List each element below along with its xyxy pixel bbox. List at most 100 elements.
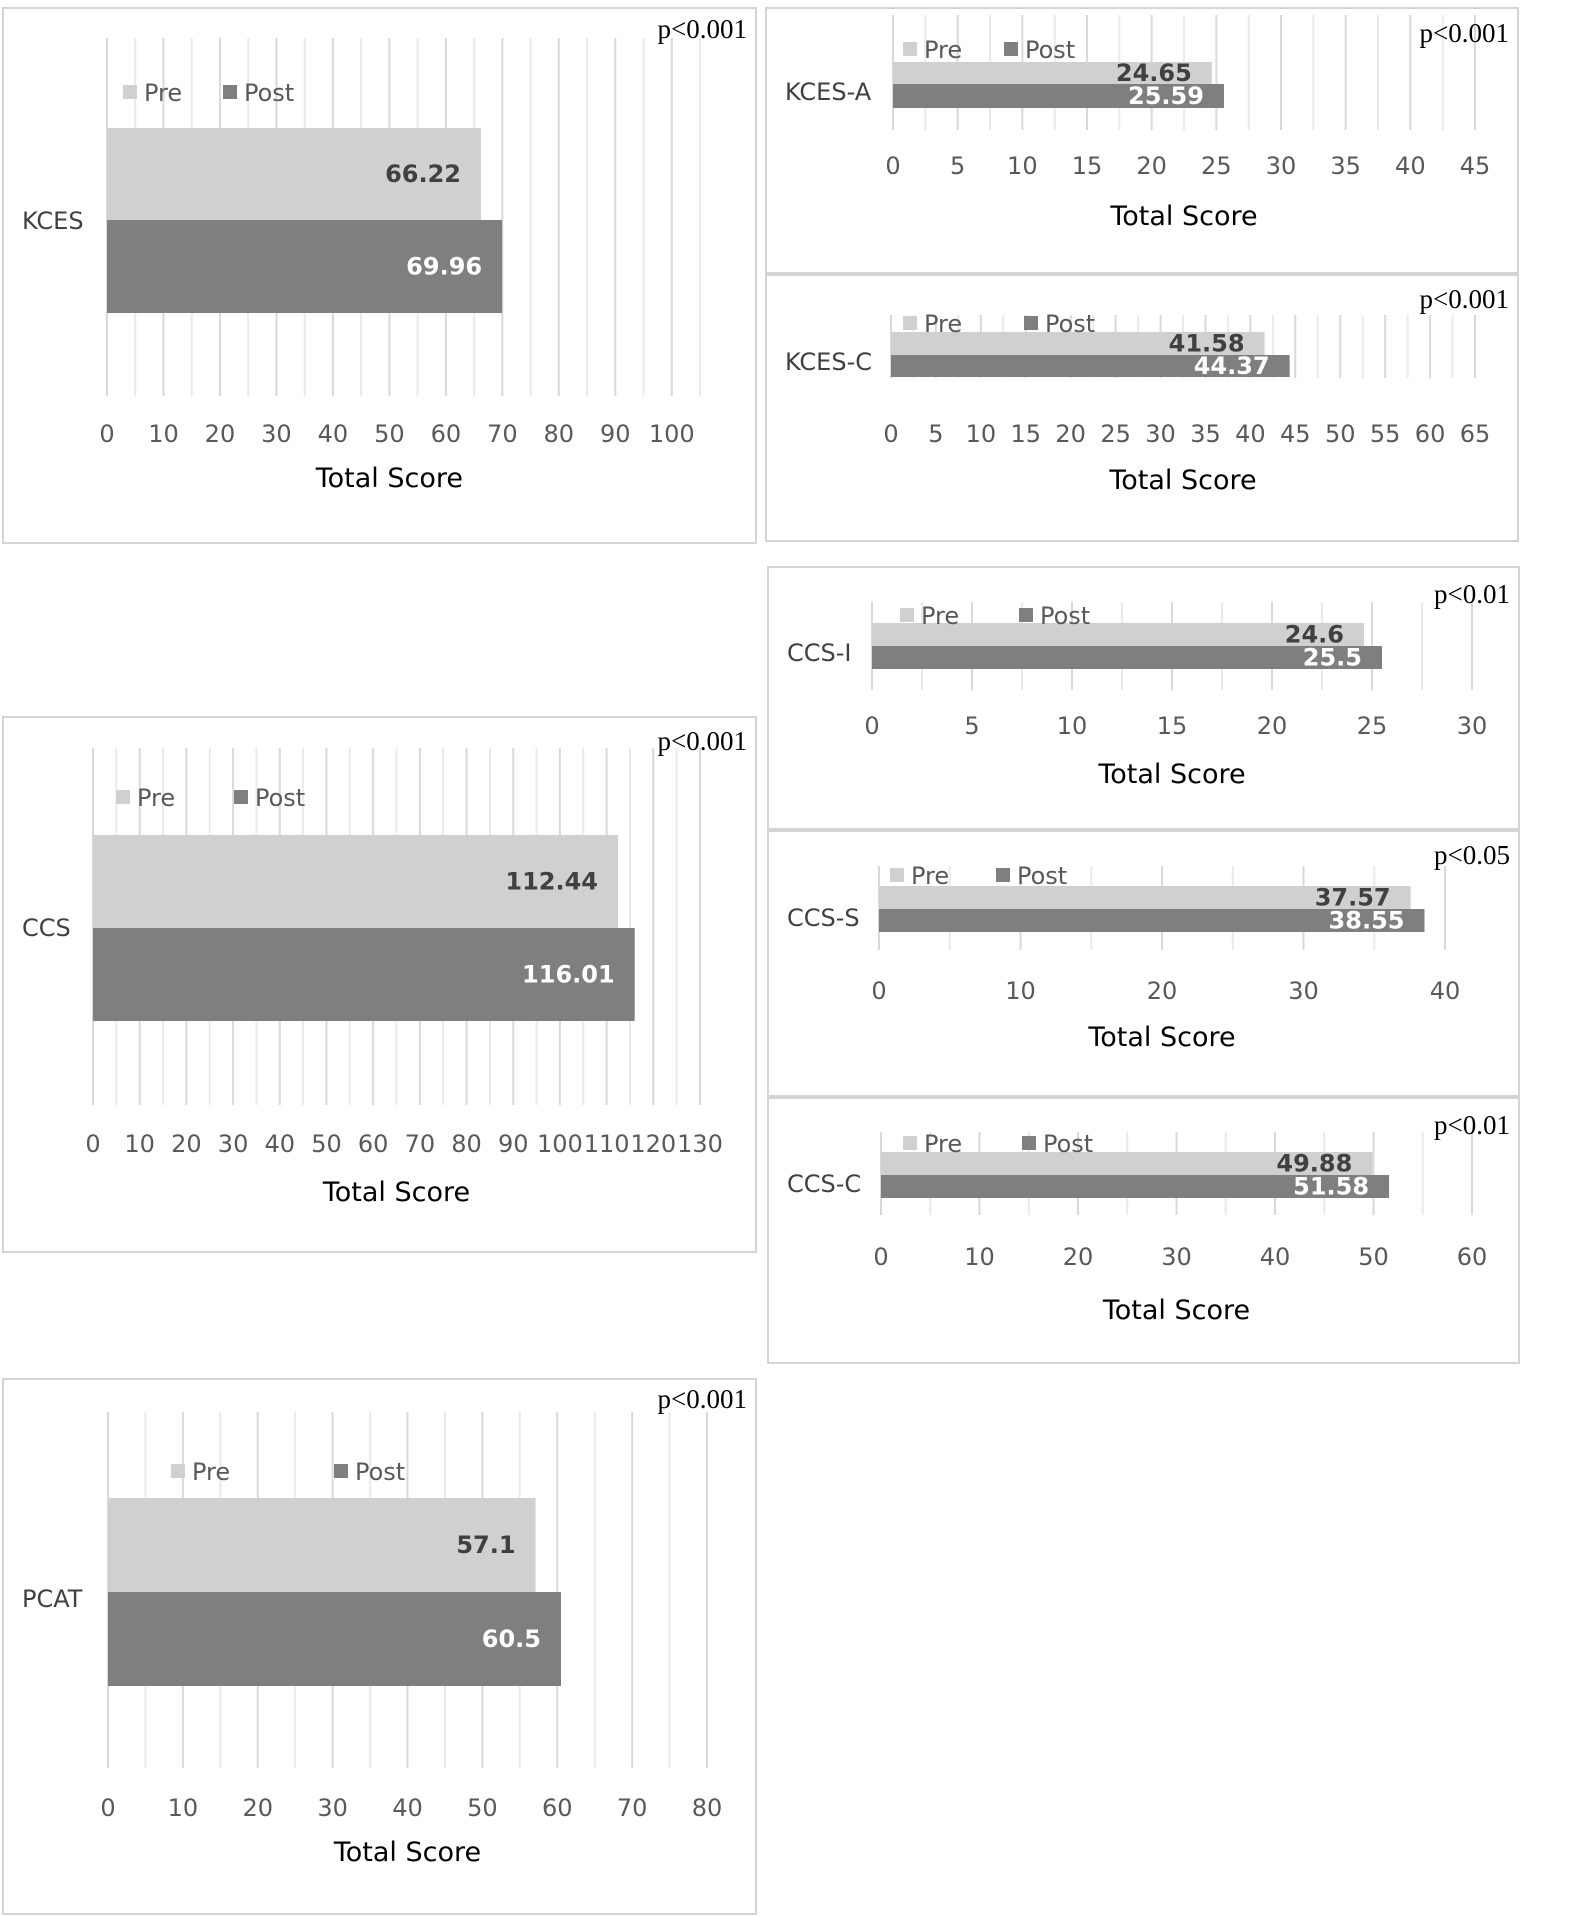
x-tick-label: 20 <box>171 1130 202 1158</box>
bar-pre <box>108 1498 536 1592</box>
x-tick-label: 40 <box>1395 152 1426 180</box>
x-tick-label: 0 <box>99 420 114 448</box>
p-value-annotation: p<0.01 <box>1434 579 1510 609</box>
chart-kces-c: 41.58 44.37 Pre Post KCES-C 0 5 10 15 20 25 30 35 40 4… <box>765 274 1519 542</box>
legend-swatch-post <box>996 868 1010 882</box>
x-tick-label: 50 <box>1358 1243 1389 1271</box>
legend-label-pre: Pre <box>924 1130 962 1158</box>
x-tick-label: 45 <box>1280 420 1311 448</box>
chart-svg-ccs-i: 24.625.5 Pre Post CCS-I 0 5 10 15 20 25 30 Total Sc… <box>787 579 1510 790</box>
x-tick-label: 40 <box>392 1794 423 1822</box>
legend-swatch-post <box>334 1464 348 1478</box>
data-label-pre: 41.58 <box>1169 330 1245 358</box>
bar-post <box>879 909 1425 932</box>
x-tick-label: 100 <box>649 420 695 448</box>
legend-label-pre: Pre <box>137 784 175 812</box>
legend-label-post: Post <box>1040 602 1090 630</box>
x-tick-label: 50 <box>311 1130 342 1158</box>
p-value-annotation: p<0.001 <box>658 14 747 44</box>
data-label-post: 25.59 <box>1128 82 1204 110</box>
x-tick-label: 10 <box>966 420 997 448</box>
legend-swatch-pre <box>900 608 914 622</box>
x-tick-label: 20 <box>1136 152 1167 180</box>
category-label: CCS-C <box>787 1170 861 1198</box>
x-tick-label: 30 <box>1288 977 1319 1005</box>
data-label-pre: 57.1 <box>456 1531 515 1559</box>
chart-ccs-s: 37.57 38.55 Pre Post CCS-S 0 10 20 30 40 Total Sco… <box>767 830 1520 1097</box>
chart-kces: 66.22 69.96 Pre Post KCES 0 10 20 30 40 50 60 70 80 90… <box>2 7 757 544</box>
p-value-annotation: p<0.01 <box>1434 1110 1510 1140</box>
x-tick-label: 55 <box>1370 420 1401 448</box>
legend-swatch-post <box>223 85 237 99</box>
legend-label-post: Post <box>355 1458 405 1486</box>
x-tick-label: 5 <box>928 420 943 448</box>
x-axis-title: Total Score <box>333 1837 481 1868</box>
chart-svg-ccs: 112.44 116.01 Pre Post CCS 0 10 20 30 40 50 60 70 80 9… <box>22 726 747 1208</box>
x-tick-label: 80 <box>451 1130 482 1158</box>
x-tick-label: 40 <box>264 1130 295 1158</box>
bar-post <box>891 355 1290 377</box>
bar-pre <box>107 128 481 220</box>
x-tick-label: 20 <box>205 420 236 448</box>
legend-swatch-post <box>1024 316 1038 330</box>
chart-svg-kces: 66.22 69.96 Pre Post KCES 0 10 20 30 40 50 60 70 80 90… <box>22 14 747 494</box>
data-label-post: 25.5 <box>1303 644 1362 672</box>
x-tick-label: 60 <box>431 420 462 448</box>
data-label-pre: 112.44 <box>505 868 598 896</box>
chart-pcat: 57.1 60.5 Pre Post PCAT 0 10 20 30 40 50 60 70 80 Tota… <box>2 1378 757 1915</box>
bar-pre <box>891 332 1265 355</box>
x-tick-label: 10 <box>148 420 179 448</box>
data-label-post: 60.5 <box>482 1625 541 1653</box>
x-tick-label: 20 <box>1055 420 1086 448</box>
x-tick-label: 30 <box>1145 420 1176 448</box>
x-tick-label: 100 <box>537 1130 583 1158</box>
x-axis-title: Total Score <box>1097 759 1245 790</box>
legend-swatch-pre <box>890 868 904 882</box>
data-label-pre: 49.88 <box>1276 1150 1352 1178</box>
x-tick-label: 0 <box>85 1130 100 1158</box>
x-tick-label: 15 <box>1072 152 1103 180</box>
x-tick-label: 5 <box>950 152 965 180</box>
x-tick-label: 30 <box>1266 152 1297 180</box>
x-tick-label: 70 <box>487 420 518 448</box>
chart-kces-a: 24.65 25.59 Pre Post KCES-A 0 5 10 15 20 25 30 35 40 4… <box>765 7 1519 274</box>
data-label-pre: 66.22 <box>385 160 461 188</box>
bar-pre <box>872 623 1364 646</box>
p-value-annotation: p<0.001 <box>658 726 747 756</box>
legend-label-post: Post <box>1045 310 1095 338</box>
chart-svg-pcat: 57.1 60.5 Pre Post PCAT 0 10 20 30 40 50 60 70 80 Tota… <box>22 1384 747 1868</box>
legend-label-pre: Pre <box>192 1458 230 1486</box>
x-tick-label: 50 <box>374 420 405 448</box>
legend-label-post: Post <box>1017 862 1067 890</box>
x-tick-label: 0 <box>885 152 900 180</box>
category-label: KCES <box>22 207 84 235</box>
x-tick-label: 25 <box>1201 152 1232 180</box>
legend-swatch-pre <box>116 790 130 804</box>
x-axis-title: Total Score <box>1102 1295 1250 1326</box>
x-tick-label: 45 <box>1460 152 1491 180</box>
x-axis-title: Total Score <box>1087 1022 1235 1053</box>
data-label-pre: 37.57 <box>1315 884 1391 912</box>
category-label: PCAT <box>22 1585 83 1613</box>
legend-label-post: Post <box>244 79 294 107</box>
x-tick-label: 30 <box>261 420 292 448</box>
x-tick-label: 30 <box>317 1794 348 1822</box>
legend-label-pre: Pre <box>911 862 949 890</box>
legend-label-post: Post <box>255 784 305 812</box>
p-value-annotation: p<0.001 <box>1420 18 1509 48</box>
x-tick-label: 120 <box>630 1130 676 1158</box>
p-value-annotation: p<0.001 <box>1420 284 1509 314</box>
legend-swatch-pre <box>903 316 917 330</box>
x-tick-label: 25 <box>1357 712 1388 740</box>
x-tick-label: 20 <box>1147 977 1178 1005</box>
x-tick-label: 0 <box>871 977 886 1005</box>
x-tick-label: 20 <box>1063 1243 1094 1271</box>
x-axis-title: Total Score <box>315 463 463 494</box>
x-axis-title: Total Score <box>1109 201 1257 232</box>
legend-swatch-post <box>234 790 248 804</box>
bar-pre <box>881 1152 1373 1175</box>
x-tick-label: 30 <box>218 1130 249 1158</box>
